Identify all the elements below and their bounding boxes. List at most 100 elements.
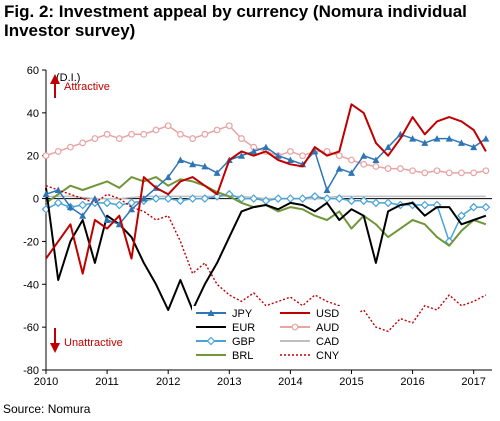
- data-point-aud: [54, 148, 62, 155]
- data-point-jpy: [189, 160, 197, 168]
- data-point-gbp: [420, 200, 430, 210]
- data-point-jpy: [164, 173, 172, 181]
- data-point-aud: [409, 167, 416, 175]
- data-point-aud: [421, 169, 429, 177]
- data-point-aud: [299, 152, 307, 160]
- data-point-gbp: [310, 192, 320, 201]
- data-point-jpy: [372, 156, 380, 163]
- data-point-jpy: [262, 143, 270, 151]
- series-line-eur: [45, 187, 487, 311]
- y-tick-label: -80: [23, 365, 39, 377]
- legend-item-jpy: JPY: [196, 308, 253, 320]
- data-point-aud: [348, 156, 355, 164]
- data-point-jpy: [66, 203, 74, 211]
- data-point-aud: [384, 165, 392, 172]
- data-point-gbp: [481, 202, 491, 212]
- y-tick-label: -40: [23, 279, 39, 291]
- legend-item-eur: EUR: [196, 322, 255, 334]
- down-arrow-head: [50, 343, 60, 353]
- data-point-jpy: [128, 205, 136, 213]
- x-tick-label: 2010: [34, 376, 58, 388]
- data-point-gbp: [200, 194, 210, 203]
- data-point-jpy: [79, 212, 87, 219]
- y-tick-label: 20: [27, 151, 39, 163]
- data-point-jpy: [457, 139, 465, 146]
- legend-label: JPY: [232, 308, 253, 320]
- data-point-aud: [470, 169, 478, 177]
- legend-label: BRL: [232, 350, 253, 362]
- data-point-gbp: [322, 194, 332, 203]
- data-point-gbp: [334, 194, 344, 203]
- data-point-gbp: [273, 194, 283, 203]
- data-point-aud: [482, 167, 490, 175]
- data-point-aud: [445, 169, 453, 177]
- data-point-gbp: [188, 194, 197, 203]
- data-point-jpy: [201, 162, 209, 170]
- series-line-cny: [45, 185, 487, 333]
- y-axis-label: (D.I.): [56, 72, 80, 84]
- legend-item-brl: BRL: [196, 350, 253, 362]
- data-point-jpy: [286, 156, 294, 163]
- series-jpy: [42, 130, 490, 228]
- y-tick-label: -60: [23, 322, 39, 334]
- data-point-aud: [115, 135, 123, 142]
- data-point-gbp: [249, 194, 259, 203]
- legend-item-cad: CAD: [280, 336, 339, 348]
- y-tick-label: -20: [23, 236, 39, 248]
- legend-label: EUR: [232, 322, 255, 334]
- data-point-gbp: [286, 194, 295, 203]
- legend: JPY USD EUR AUD GBP CAD BRL CNY: [192, 306, 360, 364]
- data-point-gbp: [469, 202, 479, 212]
- y-tick-label: 40: [27, 108, 39, 120]
- data-point-aud: [458, 169, 465, 177]
- data-point-gbp: [383, 198, 393, 208]
- legend-label: USD: [316, 308, 339, 320]
- x-tick-label: 2016: [400, 376, 424, 388]
- data-point-jpy: [91, 195, 99, 202]
- data-point-gbp: [457, 211, 466, 221]
- data-point-jpy: [311, 147, 319, 155]
- data-point-jpy: [274, 152, 282, 159]
- data-point-aud: [67, 143, 74, 151]
- data-point-gbp: [432, 200, 442, 210]
- data-point-aud: [360, 160, 368, 168]
- legend-label: GBP: [232, 336, 255, 348]
- data-point-aud: [225, 122, 233, 130]
- series-cny: [45, 185, 487, 333]
- data-point-jpy: [115, 220, 123, 228]
- legend-marker: [207, 309, 215, 316]
- data-point-gbp: [371, 198, 381, 208]
- data-point-gbp: [298, 194, 307, 203]
- up-arrow-head: [50, 74, 60, 84]
- legend-label: AUD: [316, 322, 339, 334]
- data-point-jpy: [347, 169, 355, 176]
- data-point-jpy: [421, 139, 429, 146]
- data-point-aud: [286, 148, 294, 155]
- data-point-jpy: [323, 186, 331, 193]
- legend-marker: [291, 323, 299, 331]
- data-point-gbp: [151, 194, 161, 203]
- source-note: Source: Nomura: [3, 402, 91, 416]
- data-point-aud: [433, 167, 441, 175]
- legend-label: CNY: [316, 350, 340, 362]
- data-point-gbp: [347, 196, 356, 206]
- legend-item-gbp: GBP: [196, 336, 255, 348]
- data-point-jpy: [250, 147, 258, 155]
- data-point-jpy: [384, 143, 392, 151]
- legend-label: CAD: [316, 336, 339, 348]
- data-point-jpy: [470, 143, 478, 151]
- data-point-jpy: [213, 169, 221, 176]
- data-point-aud: [372, 163, 380, 170]
- data-point-aud: [335, 152, 343, 160]
- unattractive-label: Unattractive: [64, 337, 123, 349]
- data-point-jpy: [360, 152, 368, 159]
- data-point-jpy: [54, 186, 62, 193]
- series-gbp: [41, 189, 491, 246]
- data-point-jpy: [409, 135, 417, 142]
- x-tick-label: 2012: [156, 376, 180, 388]
- data-point-gbp: [114, 200, 124, 210]
- data-point-aud: [128, 130, 135, 138]
- data-point-aud: [177, 130, 184, 138]
- legend-marker: [206, 336, 216, 346]
- data-point-aud: [91, 135, 99, 142]
